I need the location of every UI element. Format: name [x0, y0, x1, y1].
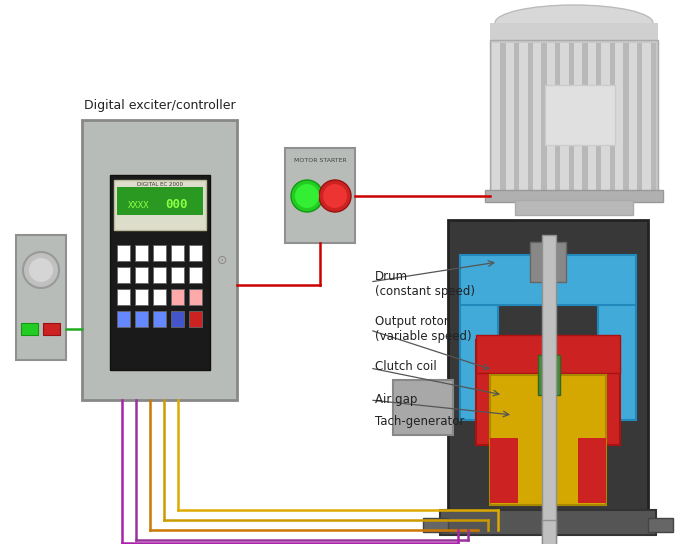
- Bar: [171, 245, 184, 261]
- Bar: [153, 311, 166, 327]
- Circle shape: [295, 184, 319, 208]
- Bar: [637, 43, 643, 196]
- Bar: [514, 43, 519, 196]
- Text: Digital exciter/controller: Digital exciter/controller: [84, 99, 235, 112]
- Text: ⊙: ⊙: [217, 254, 228, 267]
- Bar: [460, 255, 636, 305]
- Bar: [547, 43, 555, 196]
- Bar: [515, 200, 633, 215]
- Bar: [560, 43, 568, 196]
- Bar: [423, 518, 448, 532]
- Bar: [189, 245, 202, 261]
- Bar: [542, 235, 556, 544]
- Text: 000: 000: [165, 199, 188, 212]
- Bar: [393, 380, 453, 435]
- Bar: [476, 340, 508, 445]
- Bar: [135, 245, 148, 261]
- Bar: [135, 311, 148, 327]
- Bar: [492, 43, 500, 196]
- Bar: [114, 180, 206, 230]
- Bar: [117, 187, 203, 215]
- Circle shape: [29, 258, 53, 282]
- Text: XXXX: XXXX: [128, 201, 150, 209]
- Bar: [582, 43, 588, 196]
- Bar: [574, 43, 582, 196]
- Bar: [555, 43, 560, 196]
- Text: Air gap: Air gap: [375, 393, 417, 406]
- Text: MOTOR STARTER: MOTOR STARTER: [293, 158, 346, 163]
- Bar: [542, 520, 556, 544]
- Bar: [588, 340, 620, 445]
- Bar: [596, 43, 601, 196]
- Bar: [541, 43, 547, 196]
- Bar: [171, 289, 184, 305]
- Bar: [601, 43, 610, 196]
- Text: Tach-generator: Tach-generator: [375, 415, 464, 428]
- Bar: [135, 267, 148, 283]
- Circle shape: [323, 184, 347, 208]
- Bar: [117, 245, 130, 261]
- Bar: [490, 375, 606, 505]
- Bar: [16, 235, 66, 360]
- Bar: [171, 311, 184, 327]
- Bar: [117, 267, 130, 283]
- Bar: [588, 43, 596, 196]
- Text: DIGITAL EC 2000: DIGITAL EC 2000: [137, 182, 183, 187]
- Bar: [448, 220, 648, 510]
- Bar: [43, 323, 60, 335]
- Bar: [505, 43, 514, 196]
- Bar: [285, 148, 355, 243]
- Text: Clutch coil: Clutch coil: [375, 360, 437, 373]
- Bar: [519, 43, 528, 196]
- Bar: [171, 267, 184, 283]
- Bar: [500, 43, 505, 196]
- Bar: [545, 85, 615, 145]
- Bar: [110, 175, 210, 370]
- Ellipse shape: [495, 5, 653, 41]
- Bar: [538, 355, 560, 395]
- Bar: [629, 43, 637, 196]
- Bar: [615, 43, 623, 196]
- Bar: [568, 43, 574, 196]
- Bar: [135, 289, 148, 305]
- Bar: [623, 43, 629, 196]
- Bar: [650, 43, 656, 196]
- Bar: [610, 43, 615, 196]
- Bar: [598, 270, 636, 420]
- Bar: [153, 267, 166, 283]
- Bar: [485, 190, 663, 202]
- Bar: [476, 335, 620, 373]
- Bar: [530, 242, 566, 282]
- Text: Output rotor
(variable speed): Output rotor (variable speed): [375, 315, 472, 343]
- Bar: [153, 245, 166, 261]
- Bar: [189, 311, 202, 327]
- Bar: [117, 311, 130, 327]
- Bar: [21, 323, 38, 335]
- Circle shape: [319, 180, 351, 212]
- Bar: [490, 40, 658, 200]
- Bar: [648, 518, 673, 532]
- Bar: [643, 43, 650, 196]
- Bar: [189, 267, 202, 283]
- Bar: [490, 438, 518, 503]
- Bar: [153, 289, 166, 305]
- Bar: [460, 270, 498, 420]
- Text: Drum
(constant speed): Drum (constant speed): [375, 270, 475, 298]
- Bar: [578, 438, 606, 503]
- Bar: [117, 289, 130, 305]
- Circle shape: [291, 180, 323, 212]
- Bar: [528, 43, 533, 196]
- Bar: [490, 23, 658, 43]
- Bar: [82, 120, 237, 400]
- Circle shape: [23, 252, 59, 288]
- Bar: [440, 510, 656, 535]
- Bar: [533, 43, 541, 196]
- Bar: [189, 289, 202, 305]
